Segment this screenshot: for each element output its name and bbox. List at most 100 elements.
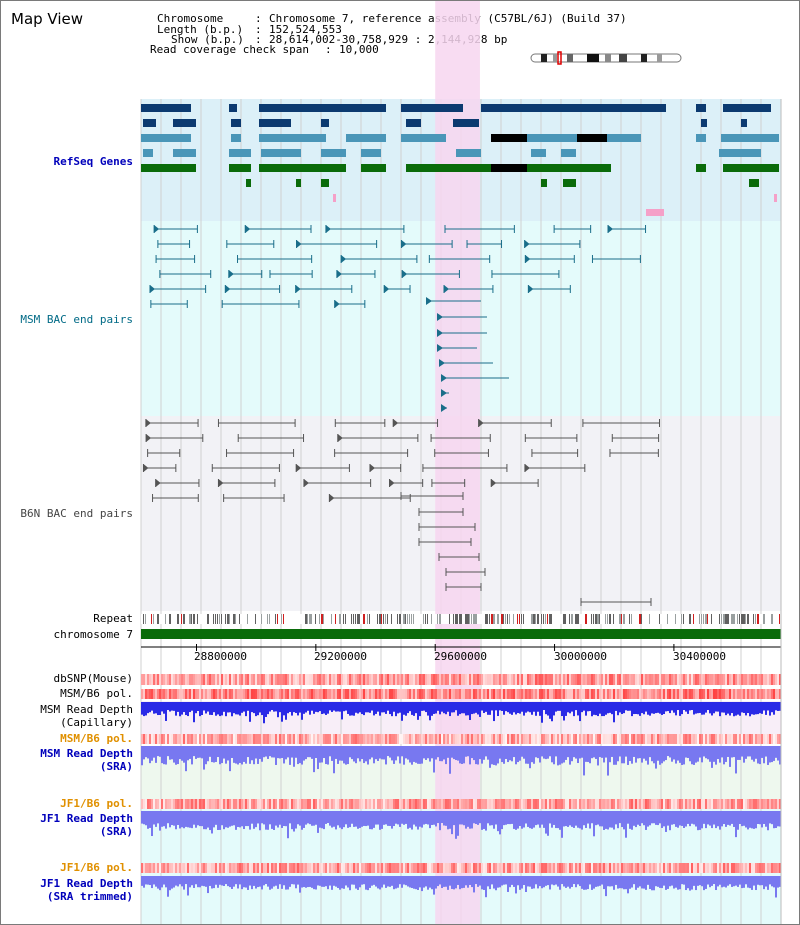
- repeat-element: [367, 614, 368, 624]
- msm-cap-depth-bar: [205, 702, 207, 714]
- jf1-trim-depth-bar: [325, 876, 327, 887]
- msm-sra-depth-bar: [317, 746, 319, 770]
- jf1-pol2-heat: [207, 863, 209, 873]
- jf1-trim-depth-bar: [457, 876, 459, 885]
- jf1-pol2-heat: [709, 863, 711, 873]
- msm-cap-depth-bar: [185, 702, 187, 716]
- jf1-pol-heat: [439, 799, 441, 809]
- jf1-trim-depth-bar: [409, 876, 411, 888]
- repeat-element: [439, 614, 441, 624]
- dbsnp-heat: [757, 674, 759, 685]
- msm-pol-heat: [683, 689, 685, 699]
- jf1-pol2-heat: [659, 863, 661, 873]
- jf1-sra-depth-bar: [589, 811, 591, 829]
- dbsnp-heat: [587, 674, 589, 685]
- jf1-pol2-heat: [371, 863, 373, 873]
- jf1-trim-depth-bar: [675, 876, 677, 888]
- jf1-sra-depth-bar: [613, 811, 615, 830]
- msm-cap-depth-bar: [403, 702, 405, 715]
- jf1-pol-heat: [319, 799, 321, 809]
- msm-pol-heat: [281, 689, 283, 699]
- gene-strand-marker: [246, 179, 251, 187]
- msm-cap-depth-bar: [479, 702, 481, 717]
- jf1-pol-heat: [619, 799, 621, 809]
- jf1-pol2-heat: [771, 863, 773, 873]
- msm-cap-depth-bar: [607, 702, 609, 714]
- msm-cap-depth-bar: [449, 702, 451, 717]
- jf1-trim-depth-bar: [483, 876, 485, 890]
- jf1-trim-depth-bar: [543, 876, 545, 888]
- jf1-sra-depth-bar: [339, 811, 341, 828]
- msm-cap-depth-bar: [567, 702, 569, 713]
- msm-pol2-heat: [141, 734, 143, 744]
- jf1-sra-depth-bar: [689, 811, 691, 827]
- jf1-pol-heat: [403, 799, 405, 809]
- jf1-sra-depth-bar: [765, 811, 767, 827]
- msm-pol-heat: [457, 689, 459, 699]
- dbsnp-heat: [231, 674, 233, 685]
- msm-pol2-heat: [377, 734, 379, 744]
- jf1-sra-depth-bar: [715, 811, 717, 829]
- gene-feature: [723, 164, 779, 172]
- msm-pol-heat: [565, 689, 567, 699]
- jf1-pol2-heat: [315, 863, 317, 873]
- jf1-pol-heat: [743, 799, 745, 809]
- dbsnp-heat: [633, 674, 635, 685]
- msm-sra-depth-bar: [157, 746, 159, 757]
- jf1-pol-heat: [557, 799, 559, 809]
- jf1-pol2-heat: [225, 863, 227, 873]
- jf1-trim-depth-bar: [295, 876, 297, 889]
- msm-pol2-heat: [427, 734, 429, 744]
- msm-pol2-heat: [579, 734, 581, 744]
- jf1-pol2-heat: [767, 863, 769, 873]
- jf1-sra-depth-bar: [713, 811, 715, 825]
- msm-cap-depth-bar: [315, 702, 317, 712]
- jf1-trim-depth-bar: [229, 876, 231, 888]
- msm-cap-depth-bar: [669, 702, 671, 714]
- jf1-pol2-heat: [323, 863, 325, 873]
- jf1-trim-depth-bar: [187, 876, 189, 896]
- jf1-pol-heat: [379, 799, 381, 809]
- msm-cap-depth-bar: [165, 702, 167, 721]
- jf1-trim-depth-bar: [515, 876, 517, 894]
- jf1-trim-depth-bar: [623, 876, 625, 890]
- msm-cap-depth-bar: [299, 702, 301, 713]
- jf1-trim-depth-bar: [673, 876, 675, 889]
- jf1-pol2-heat: [393, 863, 395, 873]
- gene-strand-marker: [701, 119, 706, 127]
- msm-pol2-heat: [487, 734, 489, 744]
- msm-pol-heat: [479, 689, 481, 699]
- jf1-sra-depth-bar: [693, 811, 695, 825]
- jf1-pol2-heat: [543, 863, 545, 873]
- dbsnp-heat: [391, 674, 393, 685]
- dbsnp-heat: [563, 674, 565, 685]
- jf1-trim-depth-bar: [559, 876, 561, 890]
- dbsnp-heat: [201, 674, 203, 685]
- jf1-trim-depth-bar: [721, 876, 723, 888]
- jf1-sra-depth-bar: [195, 811, 197, 828]
- msm-cap-depth-bar: [423, 702, 425, 711]
- msm-pol-heat: [367, 689, 369, 699]
- msm-sra-depth-bar: [649, 746, 651, 758]
- msm-cap-depth-bar: [193, 702, 195, 723]
- dbsnp-heat: [623, 674, 625, 685]
- jf1-pol2-heat: [555, 863, 557, 873]
- jf1-pol2-heat: [375, 863, 377, 873]
- jf1-sra-depth-bar: [229, 811, 231, 827]
- repeat-element: [425, 614, 426, 624]
- gene-feature: [456, 149, 481, 157]
- jf1-pol-heat: [285, 799, 287, 809]
- jf1-trim-depth-bar: [389, 876, 391, 887]
- jf1-pol-heat: [567, 799, 569, 809]
- jf1-trim-depth-bar: [351, 876, 353, 885]
- jf1-trim-depth-bar: [245, 876, 247, 888]
- jf1-sra-depth-bar: [523, 811, 525, 828]
- repeat-element: [535, 614, 536, 624]
- repeat-element: [277, 614, 278, 624]
- msm-pol-heat: [593, 689, 595, 699]
- jf1-pol-heat: [149, 799, 151, 809]
- jf1-trim-depth-bar: [449, 876, 451, 886]
- msm-pol-heat: [609, 689, 611, 699]
- jf1-trim-depth-bar: [439, 876, 441, 885]
